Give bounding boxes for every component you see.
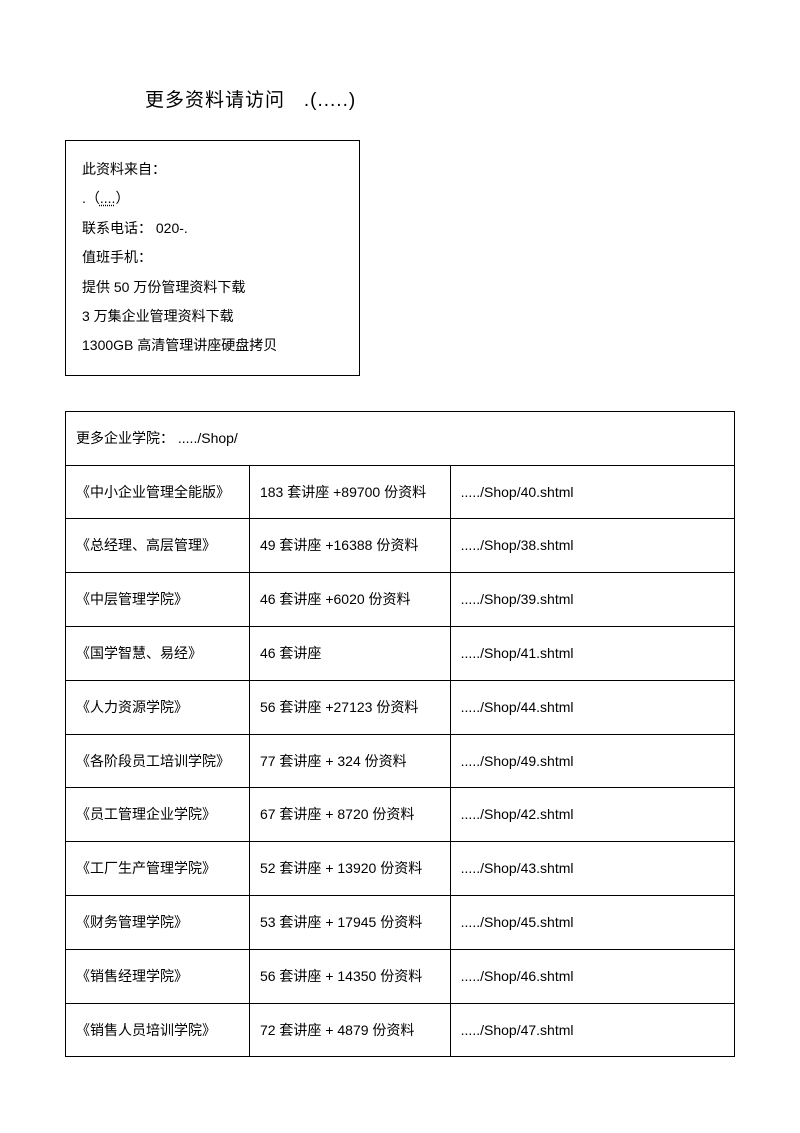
course-url[interactable]: ...../Shop/43.shtml [450, 842, 734, 896]
course-content: 56 套讲座 +27123 份资料 [249, 680, 450, 734]
course-content: 72 套讲座 + 4879 份资料 [249, 1003, 450, 1057]
course-url[interactable]: ...../Shop/46.shtml [450, 949, 734, 1003]
table-row: 《总经理、高层管理》 49 套讲座 +16388 份资料 ...../Shop/… [66, 519, 735, 573]
table-row: 《中层管理学院》 46 套讲座 +6020 份资料 ...../Shop/39.… [66, 573, 735, 627]
course-url[interactable]: ...../Shop/39.shtml [450, 573, 734, 627]
table-header-row: 更多企业学院： ...../Shop/ [66, 411, 735, 465]
course-url[interactable]: ...../Shop/40.shtml [450, 465, 734, 519]
courses-table: 更多企业学院： ...../Shop/ 《中小企业管理全能版》 183 套讲座 … [65, 411, 735, 1058]
course-url[interactable]: ...../Shop/38.shtml [450, 519, 734, 573]
info-line-7: 1300GB 高清管理讲座硬盘拷贝 [82, 331, 345, 360]
course-url[interactable]: ...../Shop/49.shtml [450, 734, 734, 788]
info-box: 此资料来自： .（....） 联系电话： 020-. 值班手机： 提供 50 万… [65, 140, 360, 376]
info-line-5: 提供 50 万份管理资料下载 [82, 273, 345, 302]
course-name[interactable]: 《人力资源学院》 [66, 680, 250, 734]
course-content: 183 套讲座 +89700 份资料 [249, 465, 450, 519]
course-url[interactable]: ...../Shop/42.shtml [450, 788, 734, 842]
table-row: 《销售人员培训学院》 72 套讲座 + 4879 份资料 ...../Shop/… [66, 1003, 735, 1057]
course-name[interactable]: 《中小企业管理全能版》 [66, 465, 250, 519]
info-line-4: 值班手机： [82, 243, 345, 272]
course-name[interactable]: 《总经理、高层管理》 [66, 519, 250, 573]
course-content: 46 套讲座 [249, 626, 450, 680]
table-row: 《人力资源学院》 56 套讲座 +27123 份资料 ...../Shop/44… [66, 680, 735, 734]
course-url[interactable]: ...../Shop/45.shtml [450, 895, 734, 949]
info-line-1: 此资料来自： [82, 155, 345, 184]
table-header-cell: 更多企业学院： ...../Shop/ [66, 411, 735, 465]
table-row: 《国学智慧、易经》 46 套讲座 ...../Shop/41.shtml [66, 626, 735, 680]
info-line-6: 3 万集企业管理资料下载 [82, 302, 345, 331]
course-url[interactable]: ...../Shop/47.shtml [450, 1003, 734, 1057]
table-row: 《工厂生产管理学院》 52 套讲座 + 13920 份资料 ...../Shop… [66, 842, 735, 896]
course-name[interactable]: 《国学智慧、易经》 [66, 626, 250, 680]
table-row: 《各阶段员工培训学院》 77 套讲座 + 324 份资料 ...../Shop/… [66, 734, 735, 788]
course-name[interactable]: 《各阶段员工培训学院》 [66, 734, 250, 788]
course-name[interactable]: 《财务管理学院》 [66, 895, 250, 949]
table-row: 《销售经理学院》 56 套讲座 + 14350 份资料 ...../Shop/4… [66, 949, 735, 1003]
course-name[interactable]: 《员工管理企业学院》 [66, 788, 250, 842]
course-content: 46 套讲座 +6020 份资料 [249, 573, 450, 627]
page-heading: 更多资料请访问 .(.....) [145, 85, 735, 112]
table-row: 《财务管理学院》 53 套讲座 + 17945 份资料 ...../Shop/4… [66, 895, 735, 949]
course-url[interactable]: ...../Shop/41.shtml [450, 626, 734, 680]
course-content: 56 套讲座 + 14350 份资料 [249, 949, 450, 1003]
course-name[interactable]: 《销售经理学院》 [66, 949, 250, 1003]
info-line-2: .（....） [82, 184, 345, 213]
heading-suffix: .(.....) [304, 90, 356, 111]
course-content: 67 套讲座 + 8720 份资料 [249, 788, 450, 842]
course-content: 52 套讲座 + 13920 份资料 [249, 842, 450, 896]
table-row: 《员工管理企业学院》 67 套讲座 + 8720 份资料 ...../Shop/… [66, 788, 735, 842]
heading-prefix: 更多资料请访问 [145, 90, 285, 111]
course-name[interactable]: 《中层管理学院》 [66, 573, 250, 627]
course-name[interactable]: 《工厂生产管理学院》 [66, 842, 250, 896]
course-content: 77 套讲座 + 324 份资料 [249, 734, 450, 788]
table-row: 《中小企业管理全能版》 183 套讲座 +89700 份资料 ...../Sho… [66, 465, 735, 519]
course-name[interactable]: 《销售人员培训学院》 [66, 1003, 250, 1057]
info-line-3: 联系电话： 020-. [82, 214, 345, 243]
course-url[interactable]: ...../Shop/44.shtml [450, 680, 734, 734]
course-content: 49 套讲座 +16388 份资料 [249, 519, 450, 573]
course-content: 53 套讲座 + 17945 份资料 [249, 895, 450, 949]
